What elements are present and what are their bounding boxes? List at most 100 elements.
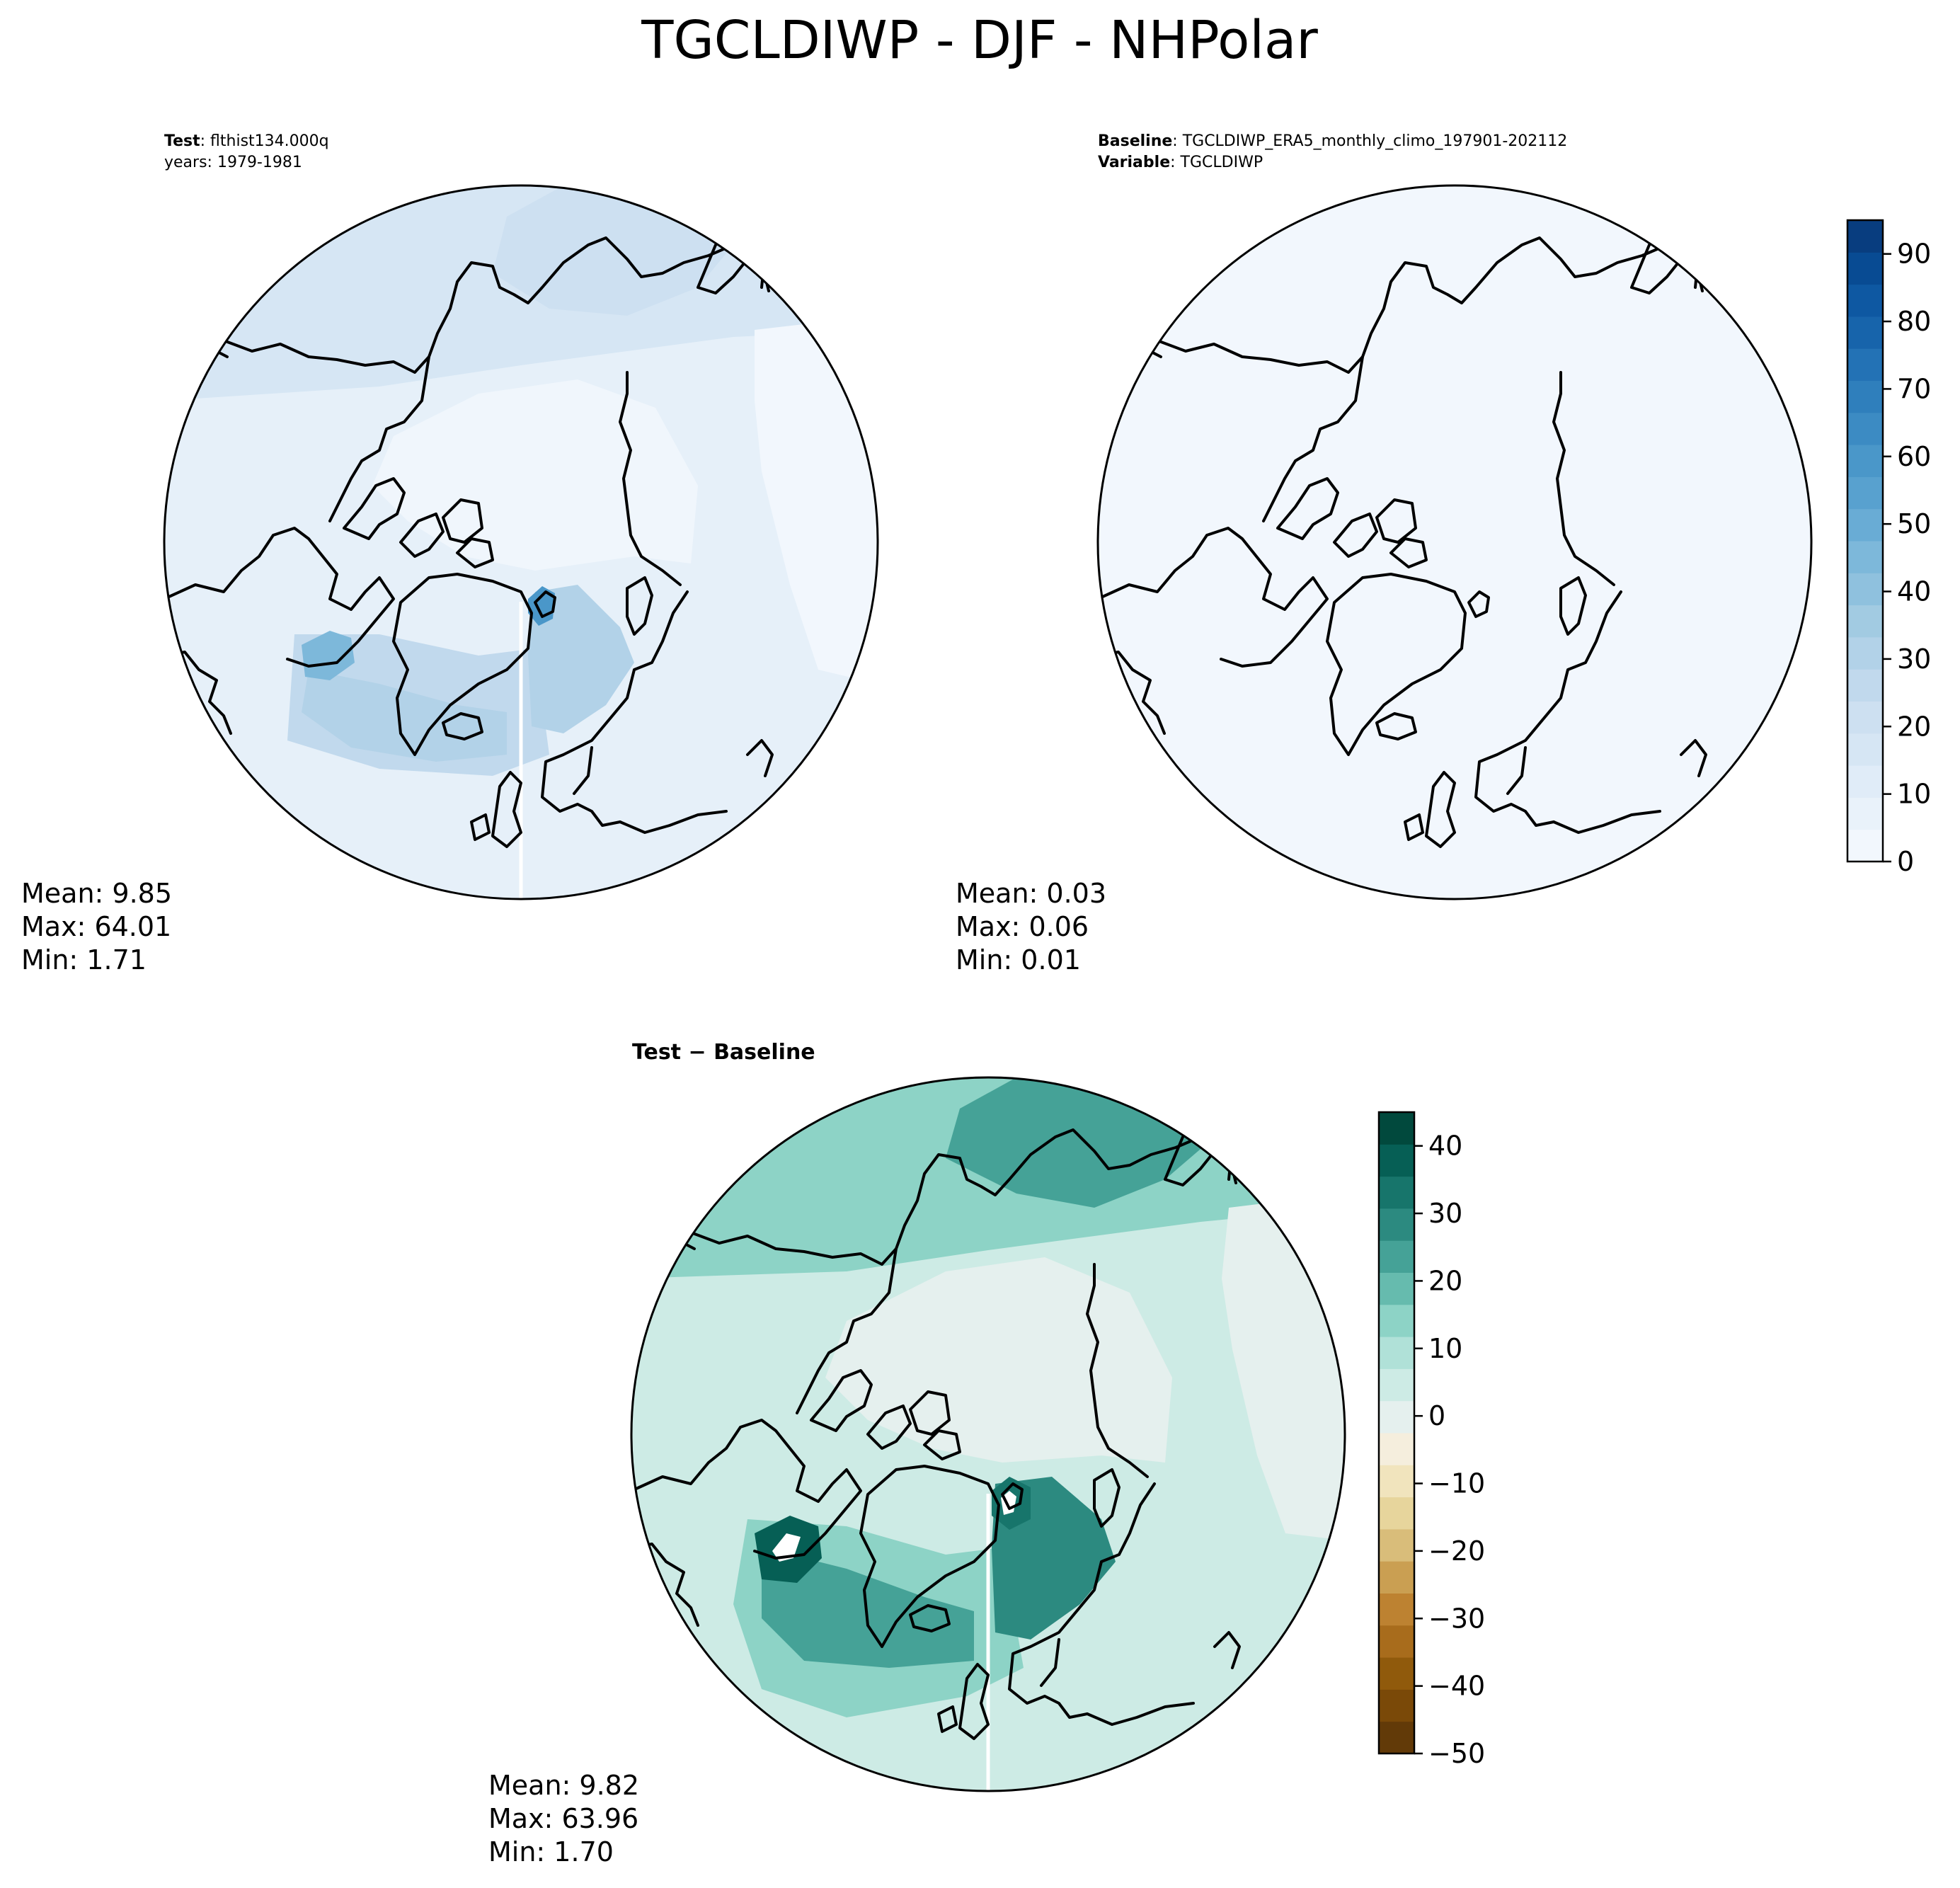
test-region-svalbard-max: [528, 586, 555, 626]
difference-stat-mean: Mean: 9.82: [488, 1770, 639, 1801]
colorbar-segment: [1847, 541, 1883, 573]
difference-title: Test − Baseline: [632, 1040, 815, 1065]
colorbar-segment: [1847, 508, 1883, 542]
difference-region-atlantic-core: [762, 1547, 974, 1668]
baseline-header-key: Baseline: [1098, 132, 1172, 150]
colorbar-tick-label: 10: [1897, 779, 1931, 810]
difference-title-baseline: Baseline: [713, 1040, 815, 1065]
test-panel: Test: flthist134.000q years: 1979-1981 M…: [21, 132, 879, 976]
colorbar-segment: [1847, 380, 1883, 413]
test-field-regions: [164, 185, 878, 776]
colorbar-segment: [1847, 636, 1883, 670]
colorbar-segment: [1379, 1625, 1414, 1658]
colorbar-segment: [1847, 412, 1883, 445]
colorbar-segment: [1379, 1561, 1414, 1594]
difference-title-operator: −: [681, 1040, 713, 1065]
test-header-line-1: Test: flthist134.000q: [164, 132, 329, 150]
colorbar-segment: [1847, 220, 1883, 253]
test-header-key: Test: [164, 132, 200, 150]
colorbar-segment: [1379, 1721, 1414, 1754]
colorbar-tick-label: 30: [1428, 1198, 1462, 1229]
colorbar-difference: −50 −40 −30 −20 −10 0 10 20 30 40: [1377, 1111, 1485, 1769]
colorbar-segment: [1847, 765, 1883, 798]
colorbar-segment: [1847, 797, 1883, 830]
colorbar-tick-label: 70: [1897, 373, 1931, 404]
colorbar-segment: [1847, 829, 1883, 862]
difference-map: [631, 1077, 1345, 1791]
difference-map-boundary: [630, 1076, 1346, 1792]
colorbar-tick-label: 80: [1897, 306, 1931, 337]
colorbar-segment: [1379, 1337, 1414, 1369]
baseline-field-background: [1098, 185, 1811, 899]
baseline-header-line-2: Variable: TGCLDIWP: [1098, 154, 1263, 171]
colorbar-segment: [1847, 252, 1883, 285]
colorbar-tick-label: 30: [1897, 643, 1931, 675]
colorbar-tick-label: 40: [1428, 1131, 1462, 1162]
test-map-boundary: [163, 184, 879, 900]
colorbar-tick-label: −30: [1428, 1603, 1485, 1634]
baseline-stat-max: Max: 0.06: [956, 911, 1089, 942]
variable-header-value: : TGCLDIWP: [1170, 154, 1263, 171]
colorbar-segment: [1379, 1465, 1414, 1498]
baseline-header-value: : TGCLDIWP_ERA5_monthly_climo_197901-202…: [1172, 132, 1567, 150]
colorbar-segment: [1379, 1112, 1414, 1145]
colorbar-tick-label: 60: [1897, 441, 1931, 472]
test-region-barents: [528, 585, 634, 733]
colorbar-segment: [1847, 348, 1883, 381]
colorbar-segment: [1847, 476, 1883, 510]
colorbar-segment: [1379, 1240, 1414, 1273]
figure-title: TGCLDIWP - DJF - NHPolar: [641, 10, 1318, 71]
colorbar-segment: [1847, 445, 1883, 477]
colorbar-segment: [1379, 1304, 1414, 1337]
difference-title-test: Test: [632, 1040, 681, 1065]
test-stat-mean: Mean: 9.85: [21, 878, 172, 909]
colorbar-top: 0 10 20 30 40 50 60 70 80 90: [1846, 219, 1931, 877]
colorbar-tick-label: −40: [1428, 1671, 1485, 1702]
test-region-atlantic-core: [302, 670, 507, 762]
colorbar-tick-label: 90: [1897, 239, 1931, 270]
difference-panel: Test − Baseline Mean: 9.82 Max: 63.: [488, 1040, 1346, 1867]
difference-stat-max: Max: 63.96: [488, 1803, 638, 1834]
colorbar-segment: [1379, 1272, 1414, 1305]
test-map: [164, 185, 878, 899]
test-region-siberia-east: [755, 316, 878, 684]
test-stat-min: Min: 1.71: [21, 944, 147, 976]
colorbar-tick-label: 10: [1428, 1333, 1462, 1364]
colorbar-frame: [1377, 1111, 1416, 1755]
baseline-header-line-1: Baseline: TGCLDIWP_ERA5_monthly_climo_19…: [1098, 132, 1567, 150]
baseline-stat-min: Min: 0.01: [956, 944, 1081, 976]
colorbar-segment: [1379, 1368, 1414, 1402]
baseline-map: [1098, 185, 1811, 899]
test-region-polar-cap: [372, 379, 698, 571]
test-stat-max: Max: 64.01: [21, 911, 171, 942]
colorbar-tick-label: 20: [1428, 1265, 1462, 1296]
colorbar-segment: [1379, 1657, 1414, 1690]
colorbar-tick-label: 0: [1897, 846, 1914, 877]
colorbar-tick-label: 40: [1897, 576, 1931, 607]
colorbar-segment: [1847, 733, 1883, 766]
colorbar-tick-label: −20: [1428, 1535, 1485, 1567]
colorbar-segment: [1379, 1528, 1414, 1562]
baseline-stat-mean: Mean: 0.03: [956, 878, 1106, 909]
difference-stat-min: Min: 1.70: [488, 1836, 614, 1867]
colorbar-segment: [1847, 573, 1883, 606]
colorbar-segment: [1379, 1400, 1414, 1434]
colorbar-segment: [1379, 1689, 1414, 1722]
colorbar-segment: [1379, 1144, 1414, 1177]
colorbar-frame: [1846, 219, 1884, 863]
colorbar-segment: [1847, 316, 1883, 349]
colorbar-tick-label: 0: [1428, 1400, 1445, 1431]
test-region-labrador-max: [302, 631, 355, 680]
colorbar-segment: [1379, 1433, 1414, 1465]
test-header-value: : flthist134.000q: [200, 132, 329, 150]
colorbar-segment: [1379, 1208, 1414, 1241]
variable-header-key: Variable: [1098, 154, 1170, 171]
colorbar-segment: [1847, 284, 1883, 317]
baseline-panel: Baseline: TGCLDIWP_ERA5_monthly_climo_19…: [956, 132, 1813, 976]
test-header-line-2: years: 1979-1981: [164, 154, 302, 171]
colorbar-segment: [1847, 701, 1883, 734]
colorbar-segment: [1379, 1497, 1414, 1530]
colorbar-segment: [1847, 605, 1883, 638]
colorbar-segment: [1379, 1176, 1414, 1209]
